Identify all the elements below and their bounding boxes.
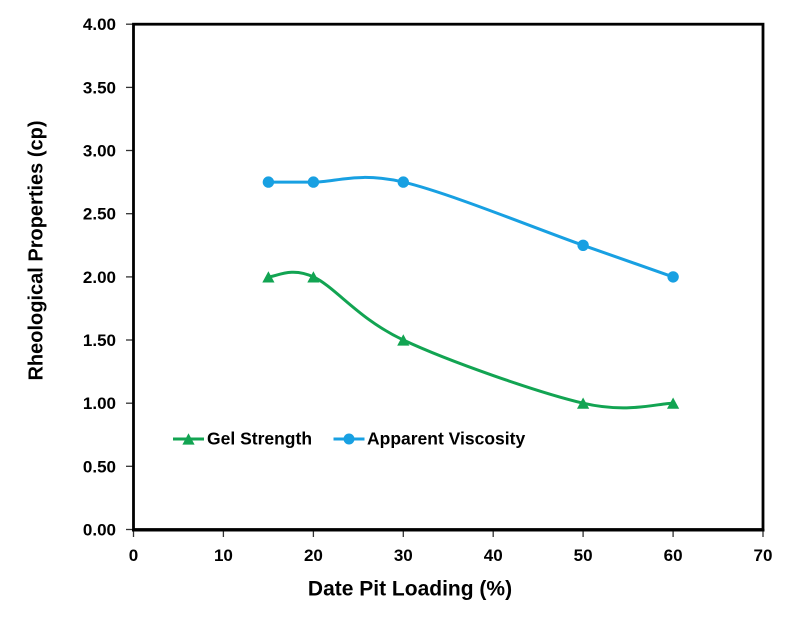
svg-text:0.00: 0.00 <box>83 521 116 540</box>
svg-text:30: 30 <box>394 546 413 565</box>
svg-text:1.00: 1.00 <box>83 394 116 413</box>
svg-text:0: 0 <box>129 546 138 565</box>
svg-text:60: 60 <box>664 546 683 565</box>
svg-text:20: 20 <box>304 546 323 565</box>
svg-text:50: 50 <box>574 546 593 565</box>
svg-text:10: 10 <box>214 546 233 565</box>
svg-text:2.00: 2.00 <box>83 268 116 287</box>
svg-text:0.50: 0.50 <box>83 457 116 476</box>
svg-text:Date Pit Loading (%): Date Pit Loading (%) <box>308 578 512 601</box>
svg-text:70: 70 <box>754 546 773 565</box>
svg-text:1.50: 1.50 <box>83 331 116 350</box>
svg-text:Apparent Viscosity: Apparent Viscosity <box>367 429 525 449</box>
svg-text:40: 40 <box>484 546 503 565</box>
svg-text:3.50: 3.50 <box>83 78 116 97</box>
svg-text:Rheological Properties (cp): Rheological Properties (cp) <box>26 120 48 380</box>
svg-text:4.00: 4.00 <box>83 15 116 34</box>
svg-text:Gel Strength: Gel Strength <box>207 429 312 449</box>
svg-text:3.00: 3.00 <box>83 142 116 161</box>
svg-text:2.50: 2.50 <box>83 205 116 224</box>
